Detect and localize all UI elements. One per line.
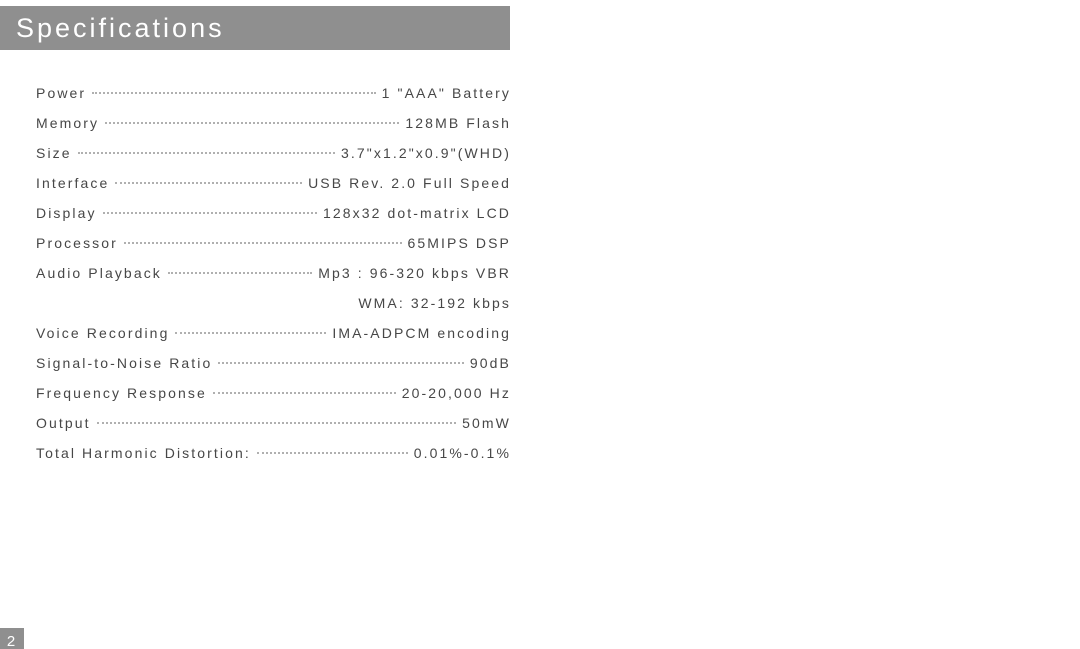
leader-dots: [168, 272, 312, 274]
page-title: Specifications: [16, 13, 225, 44]
leader-dots: [257, 452, 408, 454]
header-bar: Specifications: [0, 6, 510, 50]
spec-row: Processor 65MIPS DSP: [36, 228, 511, 258]
spec-value: 1 "AAA" Battery: [382, 78, 511, 108]
spec-label: Power: [36, 78, 86, 108]
spec-label: Interface: [36, 168, 109, 198]
spec-row: Voice Recording IMA-ADPCM encoding: [36, 318, 511, 348]
spec-value: 3.7"x1.2"x0.9"(WHD): [341, 138, 511, 168]
spec-value: 65MIPS DSP: [408, 228, 511, 258]
spec-label: Display: [36, 198, 97, 228]
leader-dots: [97, 422, 457, 424]
leader-dots: [175, 332, 326, 334]
leader-dots: [92, 92, 375, 94]
spec-value: 128x32 dot-matrix LCD: [323, 198, 511, 228]
spec-row: Memory 128MB Flash: [36, 108, 511, 138]
spec-value: USB Rev. 2.0 Full Speed: [308, 168, 511, 198]
spec-label: Output: [36, 408, 91, 438]
spec-label: Audio Playback: [36, 258, 162, 288]
spec-row: Frequency Response 20-20,000 Hz: [36, 378, 511, 408]
spec-row: Power 1 "AAA" Battery: [36, 78, 511, 108]
spec-row: Display 128x32 dot-matrix LCD: [36, 198, 511, 228]
leader-dots: [103, 212, 317, 214]
spec-label: Total Harmonic Distortion:: [36, 438, 251, 468]
spec-row: Interface USB Rev. 2.0 Full Speed: [36, 168, 511, 198]
spec-row: Output 50mW: [36, 408, 511, 438]
spec-label: Size: [36, 138, 72, 168]
spec-row: Total Harmonic Distortion: 0.01%-0.1%: [36, 438, 511, 468]
spec-value: 20-20,000 Hz: [402, 378, 511, 408]
leader-dots: [105, 122, 399, 124]
spec-value: 90dB: [470, 348, 511, 378]
leader-dots: [78, 152, 335, 154]
leader-dots: [115, 182, 302, 184]
leader-dots: [213, 392, 396, 394]
spec-row: WMA: 32-192 kbps: [36, 288, 511, 318]
spec-value: WMA: 32-192 kbps: [358, 288, 511, 318]
specifications-list: Power 1 "AAA" Battery Memory 128MB Flash…: [36, 78, 511, 468]
spec-row: Audio Playback Mp3 : 96-320 kbps VBR: [36, 258, 511, 288]
spec-label: Processor: [36, 228, 118, 258]
spec-label: Frequency Response: [36, 378, 207, 408]
spec-value: 0.01%-0.1%: [414, 438, 511, 468]
leader-dots: [218, 362, 464, 364]
spec-label: Signal-to-Noise Ratio: [36, 348, 212, 378]
page-number: 2: [7, 633, 17, 649]
page-number-box: 2: [0, 628, 24, 649]
spec-label: Memory: [36, 108, 99, 138]
leader-dots: [124, 242, 402, 244]
spec-value: 50mW: [462, 408, 511, 438]
spec-row: Size 3.7"x1.2"x0.9"(WHD): [36, 138, 511, 168]
spec-row: Signal-to-Noise Ratio 90dB: [36, 348, 511, 378]
spec-label: Voice Recording: [36, 318, 169, 348]
spec-value: IMA-ADPCM encoding: [332, 318, 511, 348]
spec-value: Mp3 : 96-320 kbps VBR: [318, 258, 511, 288]
spec-value: 128MB Flash: [405, 108, 511, 138]
